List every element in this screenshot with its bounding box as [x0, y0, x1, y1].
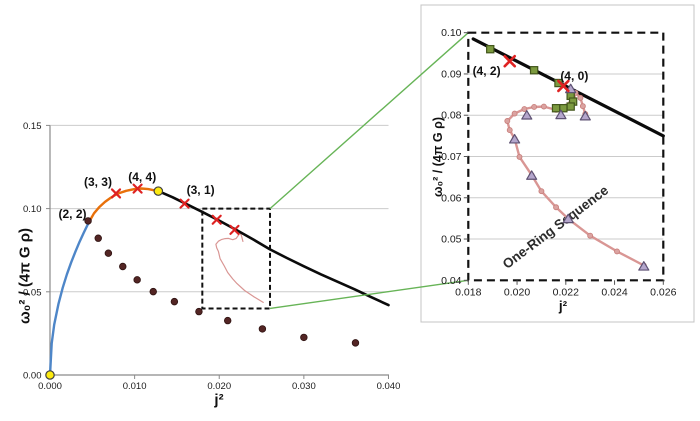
- dot-marker: [119, 262, 127, 271]
- dot-marker: [506, 127, 513, 134]
- dot-marker: [149, 287, 157, 296]
- y-tick-label: 0.07: [441, 151, 462, 163]
- annotation-label: (4, 4): [128, 170, 156, 184]
- zoom-region-rect: [201, 207, 272, 310]
- square-marker: [529, 66, 539, 75]
- dot-marker: [531, 104, 538, 110]
- x-tick-label: 0.018: [455, 287, 481, 299]
- annotation-label: (4, 0): [560, 69, 588, 83]
- x-tick-label: 0.026: [650, 287, 676, 299]
- triangle-marker: [562, 213, 574, 224]
- y-tick-label: 0.15: [23, 121, 42, 132]
- y-tick-label: 0.09: [441, 68, 462, 80]
- dot-marker: [504, 118, 511, 124]
- dot-marker: [84, 217, 92, 225]
- x-marker: [179, 198, 190, 209]
- dot-marker: [614, 248, 620, 255]
- zoom-connector-line-top: [269, 32, 469, 210]
- dot-marker: [153, 186, 164, 196]
- annotation-label: (2, 2): [59, 207, 87, 221]
- inset-y-axis-label: ω₀² / (4π G ρ): [430, 116, 445, 198]
- x-marker: [229, 224, 240, 235]
- dot-marker: [516, 153, 523, 160]
- y-tick-label: 0.00: [23, 371, 42, 382]
- dot-marker: [45, 370, 55, 380]
- series-maclaurin-22-branch: [48, 219, 92, 377]
- triangle-marker: [521, 110, 533, 120]
- curve-maclaurin-22-branch: [48, 219, 92, 377]
- dot-marker: [224, 316, 232, 325]
- x-tick-label: 0.020: [504, 287, 530, 299]
- dot-marker: [521, 106, 528, 112]
- main-y-axis-label: ω₀² / (4π G ρ): [16, 227, 34, 325]
- series-bifurcation-x-markers: [503, 54, 570, 93]
- dot-marker: [170, 297, 179, 306]
- inset-panel: [420, 4, 695, 323]
- square-marker: [566, 102, 575, 111]
- dot-marker: [351, 339, 360, 347]
- y-tick-label: 0.04: [441, 275, 462, 287]
- annotation-label: (3, 3): [84, 175, 112, 189]
- dot-marker: [300, 333, 308, 342]
- dot-marker: [579, 103, 586, 110]
- x-marker: [132, 183, 143, 194]
- inset-x-axis-label: j²: [558, 298, 568, 314]
- triangle-marker: [638, 261, 650, 271]
- y-tick-label: 0.10: [23, 204, 42, 215]
- y-tick-label: 0.06: [441, 192, 462, 204]
- x-tick-label: 0.024: [601, 287, 627, 299]
- triangle-marker: [579, 110, 591, 121]
- y-tick-label: 0.10: [441, 27, 462, 39]
- x-tick-label: 0.030: [292, 381, 316, 392]
- dot-marker: [553, 204, 559, 211]
- curve-maclaurin-33-44-branch: [88, 187, 160, 222]
- dot-marker: [133, 276, 141, 284]
- x-marker: [110, 188, 122, 199]
- series-maclaurin-33-44-branch: [88, 187, 160, 222]
- main-chart: 0.000 0.010 0.020 0.030 0.040 0.00 0.05 0.10 0.1…: [23, 121, 400, 392]
- series-bifurcation-x-markers: [110, 183, 240, 235]
- main-x-axis-label: j²: [214, 391, 224, 409]
- triangle-marker: [526, 170, 538, 180]
- x-tick-label: 0.022: [553, 287, 579, 299]
- dot-marker: [195, 307, 203, 316]
- y-tick-label: 0.05: [441, 234, 462, 246]
- x-marker: [503, 54, 517, 68]
- dot-marker: [538, 188, 545, 195]
- x-tick-label: 0.000: [38, 381, 62, 392]
- dot-marker: [540, 103, 547, 110]
- y-tick-label: 0.05: [23, 287, 42, 298]
- annotation-label: (4, 2): [473, 64, 501, 78]
- dot-marker: [587, 232, 594, 239]
- series-secondary-dot-sequence: [84, 217, 360, 347]
- dot-marker: [258, 325, 267, 333]
- triangle-marker: [555, 109, 567, 120]
- x-tick-label: 0.010: [123, 381, 147, 392]
- triangle-marker: [509, 133, 521, 144]
- zoom-connector-line-bottom: [269, 279, 469, 310]
- square-marker: [486, 44, 495, 54]
- dot-marker: [104, 249, 113, 257]
- y-tick-label: 0.08: [441, 110, 462, 122]
- dot-marker: [94, 234, 102, 242]
- x-marker: [557, 79, 570, 93]
- x-marker: [211, 214, 222, 225]
- dot-marker: [577, 94, 584, 101]
- x-tick-label: 0.040: [377, 381, 401, 392]
- dot-marker: [511, 110, 518, 117]
- square-marker: [551, 104, 561, 113]
- annotation-label: (3, 1): [187, 183, 215, 197]
- x-tick-label: 0.020: [207, 381, 231, 392]
- series-sequence-endpoint-markers: [45, 186, 164, 380]
